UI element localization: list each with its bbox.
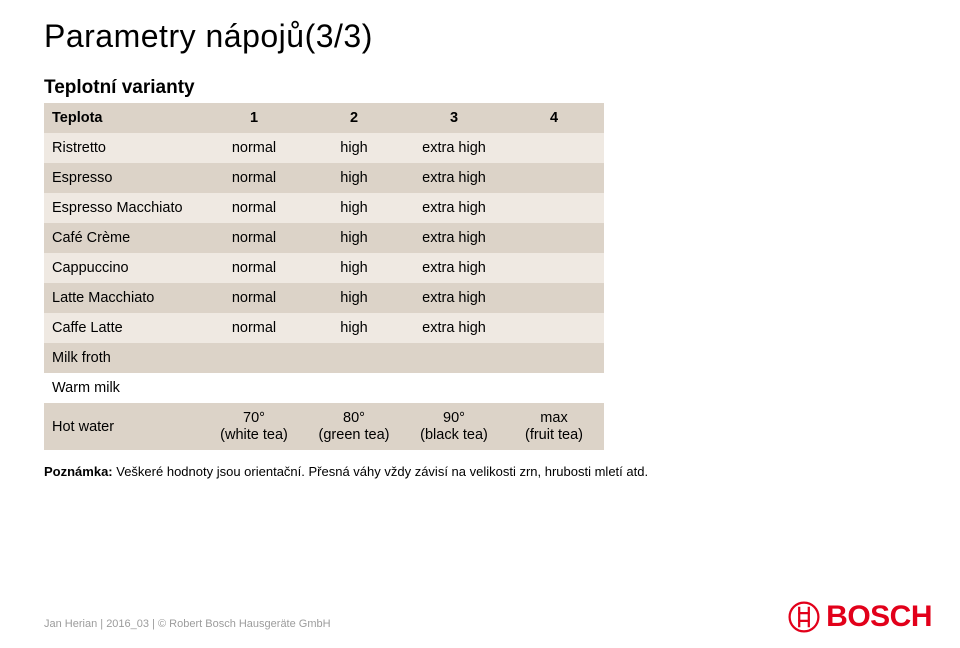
col-header: 1 (204, 103, 304, 133)
slide: Parametry nápojů(3/3) Teplotní varianty … (0, 0, 960, 648)
col-header: Teplota (44, 103, 204, 133)
cell: high (304, 193, 404, 223)
footer-date: 2016_03 (106, 618, 149, 630)
cell: extra high (404, 193, 504, 223)
cell: extra high (404, 163, 504, 193)
cell (404, 343, 504, 373)
cell (504, 283, 604, 313)
row-label: Warm milk (44, 373, 204, 403)
col-header: 2 (304, 103, 404, 133)
footer-sep: | (97, 618, 106, 630)
row-label: Espresso Macchiato (44, 193, 204, 223)
row-label: Cappuccino (44, 253, 204, 283)
cell: high (304, 163, 404, 193)
section-subtitle: Teplotní varianty (44, 77, 916, 99)
note-label: Poznámka: (44, 464, 113, 479)
footer: Jan Herian | 2016_03 | © Robert Bosch Ha… (44, 618, 331, 630)
bosch-wordmark: BOSCH (826, 600, 932, 634)
col-header: 4 (504, 103, 604, 133)
cell: 80°(green tea) (304, 403, 404, 450)
table-row: Espresso Macchiato normal high extra hig… (44, 193, 604, 223)
cell: extra high (404, 283, 504, 313)
note-text: Veškeré hodnoty jsou orientační. Přesná … (113, 464, 648, 479)
cell: 90°(black tea) (404, 403, 504, 450)
footer-sep: | (149, 618, 158, 630)
bosch-logo: BOSCH (788, 600, 932, 634)
cell: extra high (404, 223, 504, 253)
cell (504, 343, 604, 373)
table-row: Espresso normal high extra high (44, 163, 604, 193)
cell (504, 373, 604, 403)
footer-author: Jan Herian (44, 618, 97, 630)
table-row: Latte Macchiato normal high extra high (44, 283, 604, 313)
cell: normal (204, 223, 304, 253)
table-row: Caffe Latte normal high extra high (44, 313, 604, 343)
table-row: Warm milk (44, 373, 604, 403)
cell: high (304, 133, 404, 163)
cell: extra high (404, 313, 504, 343)
table-row: Hot water 70°(white tea) 80°(green tea) … (44, 403, 604, 450)
cell: normal (204, 283, 304, 313)
table-row: Ristretto normal high extra high (44, 133, 604, 163)
cell: high (304, 223, 404, 253)
cell (504, 313, 604, 343)
cell: 70°(white tea) (204, 403, 304, 450)
cell: normal (204, 253, 304, 283)
col-header: 3 (404, 103, 504, 133)
row-label: Caffe Latte (44, 313, 204, 343)
cell (504, 223, 604, 253)
footer-copyright: © Robert Bosch Hausgeräte GmbH (158, 618, 331, 630)
table-header-row: Teplota 1 2 3 4 (44, 103, 604, 133)
cell (504, 253, 604, 283)
row-label: Ristretto (44, 133, 204, 163)
cell: high (304, 253, 404, 283)
cell (504, 133, 604, 163)
temperature-table: Teplota 1 2 3 4 Ristretto normal high ex… (44, 103, 604, 450)
row-label: Hot water (44, 403, 204, 450)
table-row: Café Crème normal high extra high (44, 223, 604, 253)
cell: normal (204, 133, 304, 163)
row-label: Latte Macchiato (44, 283, 204, 313)
cell (304, 373, 404, 403)
cell (404, 373, 504, 403)
cell: extra high (404, 253, 504, 283)
cell: high (304, 283, 404, 313)
cell: high (304, 313, 404, 343)
bosch-anchor-icon (788, 601, 820, 633)
cell (504, 163, 604, 193)
cell: max(fruit tea) (504, 403, 604, 450)
cell (504, 193, 604, 223)
row-label: Espresso (44, 163, 204, 193)
table-row: Cappuccino normal high extra high (44, 253, 604, 283)
cell: normal (204, 313, 304, 343)
row-label: Milk froth (44, 343, 204, 373)
note: Poznámka: Veškeré hodnoty jsou orientačn… (44, 464, 916, 479)
page-title: Parametry nápojů(3/3) (44, 18, 916, 55)
cell (204, 343, 304, 373)
cell: extra high (404, 133, 504, 163)
cell (304, 343, 404, 373)
table-row: Milk froth (44, 343, 604, 373)
row-label: Café Crème (44, 223, 204, 253)
cell: normal (204, 193, 304, 223)
cell (204, 373, 304, 403)
cell: normal (204, 163, 304, 193)
